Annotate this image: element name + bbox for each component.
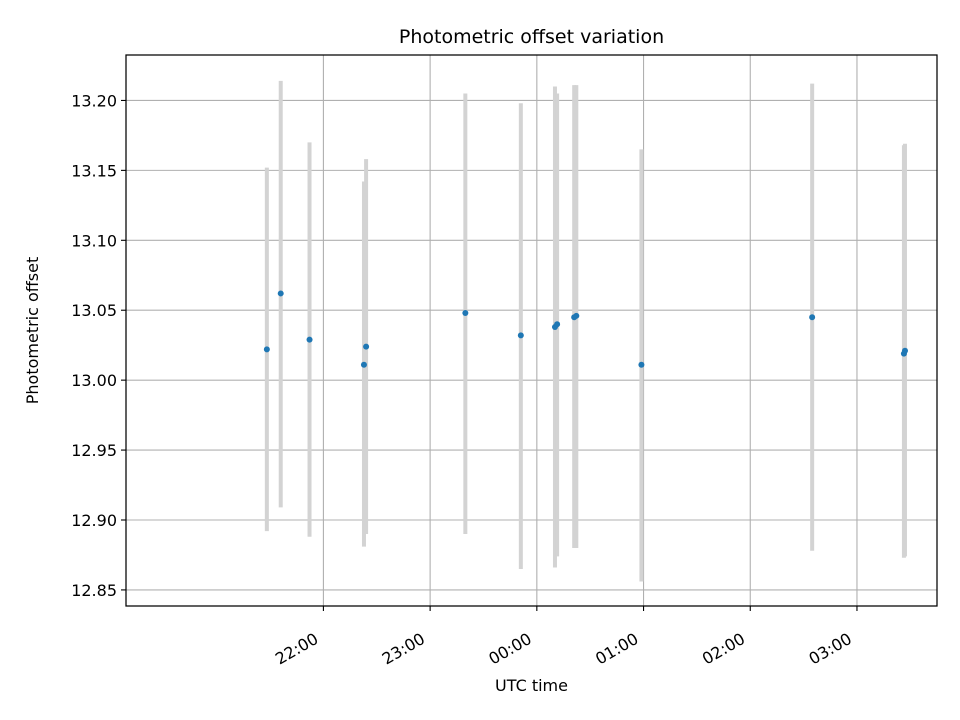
y-tick-label: 13.00	[71, 371, 117, 390]
plot-frame	[125, 54, 938, 607]
data-point	[638, 361, 645, 368]
x-axis-title: UTC time	[495, 676, 568, 695]
data-point	[277, 290, 284, 297]
data-points	[263, 290, 908, 368]
chart-title: Photometric offset variation	[399, 26, 664, 48]
y-axis-title: Photometric offset	[23, 257, 42, 405]
data-point	[263, 346, 270, 353]
y-tick-label: 13.20	[71, 91, 117, 110]
data-point	[901, 347, 908, 354]
y-tick-label: 13.10	[71, 231, 117, 250]
y-tick-label: 13.05	[71, 301, 117, 320]
data-point	[462, 310, 469, 317]
data-point	[517, 332, 524, 339]
grid	[126, 55, 937, 606]
data-point	[306, 336, 313, 343]
data-point	[573, 312, 580, 319]
data-point	[809, 314, 816, 321]
data-point	[554, 321, 561, 328]
y-axis-ticks: 12.85 12.90 12.95 13.00 13.05 13.10 13.15 13.20	[71, 91, 126, 600]
data-point	[360, 361, 367, 368]
y-tick-label: 12.85	[71, 581, 117, 600]
y-tick-label: 13.15	[71, 161, 117, 180]
y-tick-label: 12.90	[71, 511, 117, 530]
data-point	[363, 343, 370, 350]
y-tick-label: 12.95	[71, 441, 117, 460]
plot-area	[126, 55, 937, 606]
